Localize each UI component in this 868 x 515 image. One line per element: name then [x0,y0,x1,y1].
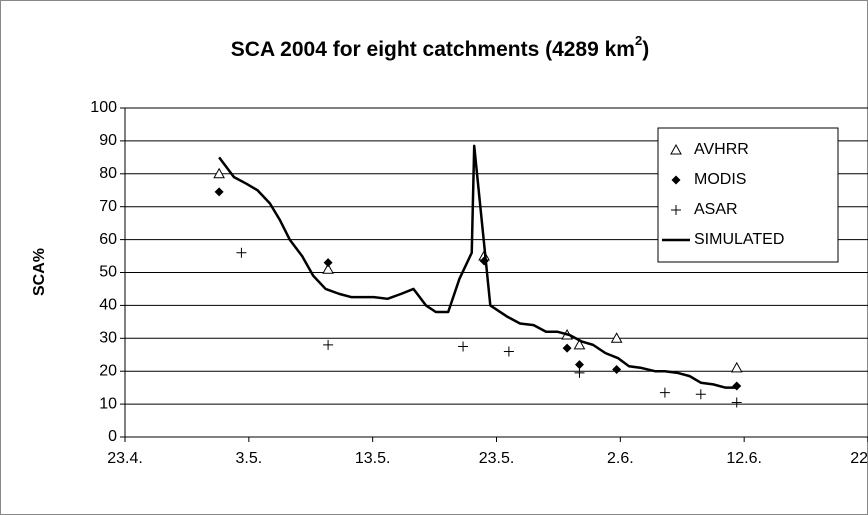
diamond-marker [214,187,224,197]
y-tick-label: 100 [90,99,117,116]
diamond-marker [323,258,333,268]
legend-label: SIMULATED [694,231,784,248]
title-main: SCA 2004 for eight catchments (4289 km [231,38,635,61]
y-tick-label: 20 [99,362,117,379]
legend-label: AVHRR [694,141,749,158]
plus-marker [695,389,706,400]
y-tick-label: 50 [99,264,117,281]
plus-marker [503,346,514,357]
y-tick-label: 40 [99,297,117,314]
y-tick-label: 10 [99,395,117,412]
triangle-marker [730,361,743,373]
title-end: ) [642,38,649,61]
y-tick-label: 30 [99,330,117,347]
x-tick-label: 3.5. [235,450,262,467]
diamond-marker [562,343,572,353]
x-tick-label: 12.6. [726,450,762,467]
plus-marker [323,339,334,350]
diamond-marker [671,175,681,185]
plus-marker [659,387,670,398]
simulated-line [218,144,737,389]
y-tick-label: 70 [99,198,117,215]
chart-title: SCA 2004 for eight catchments (4289 km2) [231,33,649,60]
legend-label: ASAR [694,201,738,218]
y-tick-label: 80 [99,165,117,182]
y-tick-label: 60 [99,231,117,248]
x-tick-label: 2.6. [607,450,634,467]
triangle-marker [213,167,225,179]
plus-marker [731,397,742,408]
plus-marker [236,247,247,258]
plus-marker [671,205,681,215]
triangle-marker [322,263,334,274]
triangle-marker [573,338,586,350]
triangle-marker [610,332,623,343]
plus-marker [458,341,469,352]
x-tick-label: 13.5. [355,450,391,467]
legend-label: MODIS [694,171,746,188]
diamond-marker [574,360,584,370]
x-tick-label: 23.5. [479,450,515,467]
plus-marker [574,367,585,378]
diamond-marker [612,365,622,375]
x-tick-label: 22.6. [850,450,868,467]
y-axis-label: SCA% [31,248,48,296]
x-tick-label: 23.4. [107,450,143,467]
title-sup: 2 [635,33,642,48]
y-tick-label: 90 [99,132,117,149]
triangle-marker [670,143,682,155]
y-tick-label: 0 [108,428,117,445]
